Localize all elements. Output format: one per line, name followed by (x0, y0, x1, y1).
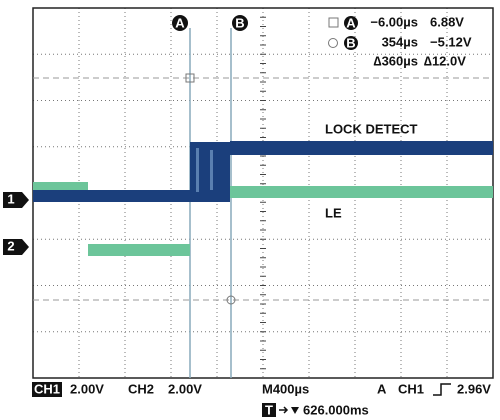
status-ch2: CH2 (128, 381, 154, 396)
readout-time: 354µs (382, 34, 418, 49)
status-ch2-scale: 2.00V (168, 381, 202, 396)
cursor-point (185, 73, 195, 83)
readout-marker (344, 36, 358, 50)
status-ch1: CH1 (34, 381, 60, 396)
status-trigger-mode: A (377, 381, 387, 396)
status-trigger-marker: T (265, 402, 273, 417)
ch1-trace (210, 150, 213, 190)
trace-label: LE (325, 205, 342, 220)
cursor-b-label: B (235, 15, 244, 30)
readout-marker-label: B (346, 35, 355, 50)
cursor-a-marker (172, 15, 188, 31)
readout-voltage: −5.12V (430, 34, 472, 49)
status-trigger-level: 2.96V (457, 381, 491, 396)
ch1-marker (3, 192, 29, 208)
readout-icon (328, 38, 338, 48)
readout-icon (328, 17, 339, 28)
readout-time: −6.00µs (370, 14, 418, 29)
ch1-trace (33, 190, 190, 202)
trace-label: LOCK DETECT (325, 121, 418, 136)
ch1-badge (32, 382, 62, 397)
cursor-b-marker (232, 15, 248, 31)
ch2-trace (88, 244, 190, 256)
readout-delta-time: ∆360µs (374, 53, 418, 68)
ch2-marker-label: 2 (7, 238, 14, 253)
readout-marker (344, 16, 358, 30)
trigger-edge-icon (433, 383, 451, 396)
readout-marker-label: A (346, 15, 356, 30)
ch1-trace (230, 141, 493, 155)
status-trigger-position: 626.000ms (303, 402, 369, 417)
ch2-trace (33, 182, 88, 190)
cursor-point (226, 295, 236, 305)
status-trigger-source: CH1 (398, 381, 424, 396)
ch1-marker-label: 1 (7, 191, 14, 206)
ch1-trace (196, 148, 199, 192)
trigger-badge (262, 403, 276, 417)
status-ch1-scale: 2.00V (70, 381, 104, 396)
ch2-marker (3, 239, 29, 255)
readout-delta-voltage: ∆12.0V (424, 53, 466, 68)
readout-voltage: 6.88V (430, 14, 464, 29)
trigger-pointer-icon (291, 407, 299, 414)
cursor-a-label: A (175, 15, 185, 30)
arrow-icon (279, 406, 289, 414)
status-timebase: M400µs (262, 381, 309, 396)
ch2-trace (190, 186, 493, 198)
